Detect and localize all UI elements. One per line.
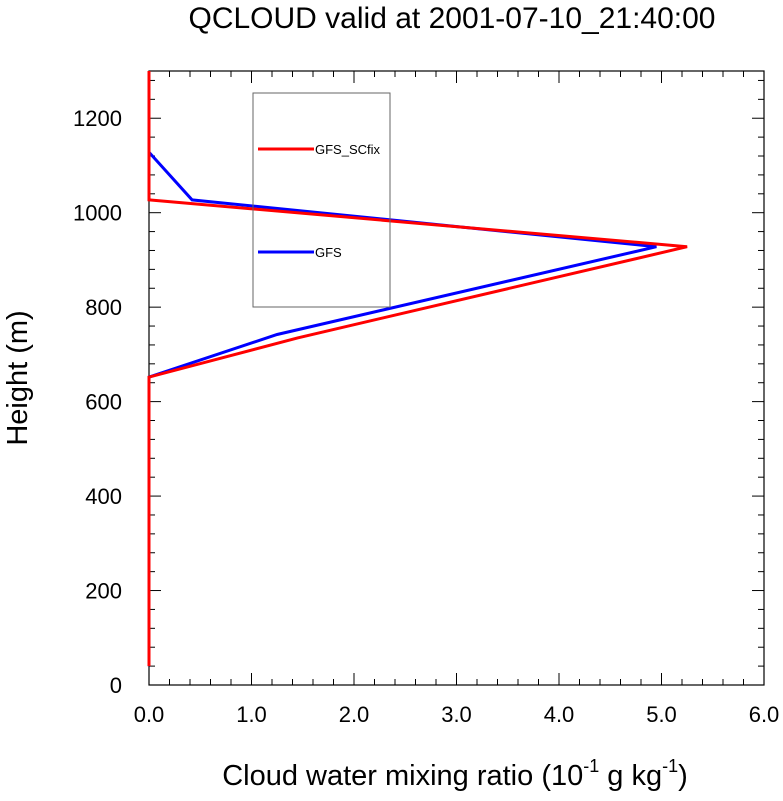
- y-tick-label: 0: [110, 673, 122, 698]
- y-tick-label: 400: [85, 484, 122, 509]
- x-tick-label: 4.0: [544, 702, 575, 727]
- y-tick-label: 1200: [73, 106, 122, 131]
- x-axis-label-base: Cloud water mixing ratio (10: [222, 760, 583, 792]
- x-axis-label-end: ): [678, 760, 688, 792]
- chart-title: QCLOUD valid at 2001-07-10_21:40:00: [189, 2, 716, 35]
- x-tick-label: 6.0: [749, 702, 780, 727]
- x-axis-label-sup2: -1: [662, 756, 678, 776]
- x-tick-label: 0.0: [134, 702, 165, 727]
- x-axis-label-sup1: -1: [583, 756, 599, 776]
- plot-frame: [148, 70, 765, 686]
- legend: GFS_SCfix GFS: [258, 142, 381, 260]
- legend-box: [252, 92, 391, 308]
- x-axis-label: Cloud water mixing ratio (10-1 g kg-1): [222, 756, 688, 792]
- legend-label-gfs: GFS: [315, 245, 342, 260]
- y-tick-label: 600: [85, 390, 122, 415]
- y-tick-label: 200: [85, 579, 122, 604]
- legend-label-gfs-scfix: GFS_SCfix: [315, 142, 381, 157]
- x-tick-label: 3.0: [441, 702, 472, 727]
- y-tick-label: 1000: [73, 201, 122, 226]
- x-tick-label: 1.0: [236, 702, 267, 727]
- series-layer: [147, 71, 688, 667]
- x-axis-label-mid: g kg: [599, 760, 662, 792]
- axis-ticks: 0.0 1.0 2.0 3.0 4.0 5.0 6.0 0 200 400 600 800 1000 12…: [73, 71, 779, 727]
- series-line-gfs-scfix: [147, 71, 688, 667]
- x-tick-label: 5.0: [646, 702, 677, 727]
- series-line-gfs: [147, 71, 657, 667]
- y-axis-label: Height (m): [2, 310, 34, 445]
- y-tick-label: 800: [85, 295, 122, 320]
- x-tick-label: 2.0: [339, 702, 370, 727]
